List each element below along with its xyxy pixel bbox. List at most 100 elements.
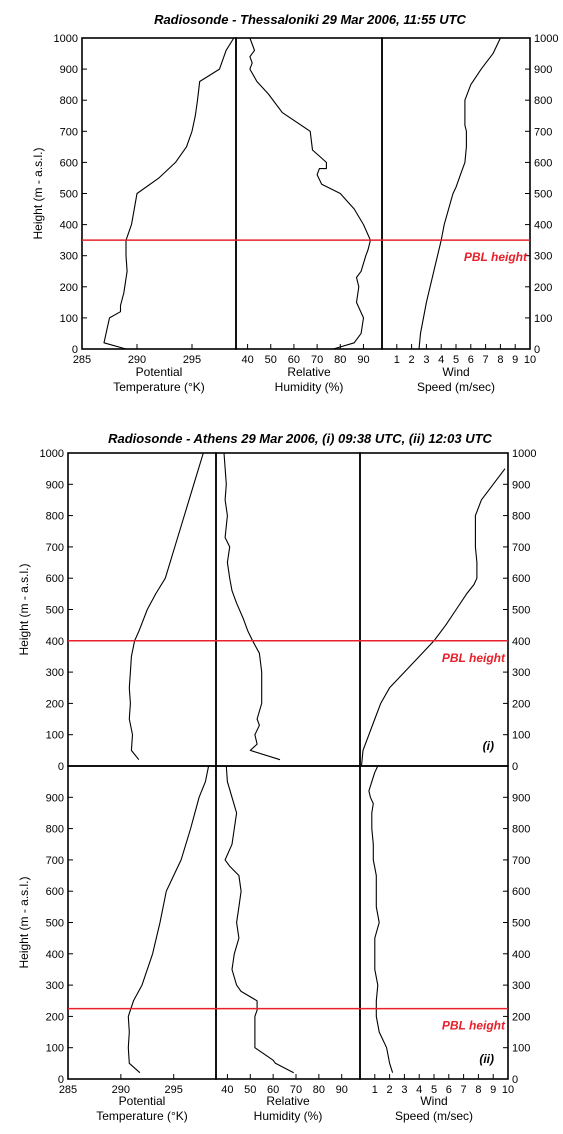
y-tick-label-right: 300 <box>512 667 530 679</box>
y-tick-label-right: 800 <box>512 824 530 836</box>
x-tick-label: 3 <box>401 1084 407 1096</box>
x-axis-label: Humidity (%) <box>275 380 344 394</box>
pbl-height-label: PBL height <box>464 250 528 264</box>
x-tick-label: 6 <box>446 1084 452 1096</box>
y-tick-label-left: 300 <box>46 667 64 679</box>
y-tick-label-right: 900 <box>534 64 552 76</box>
y-tick-label-right: 600 <box>534 157 552 169</box>
x-tick-label: 1 <box>372 1084 378 1096</box>
wind-profile-line <box>360 468 506 767</box>
y-axis-label: Height (m - a.s.l.) <box>17 876 31 968</box>
humidity-panel <box>215 452 361 767</box>
x-tick-label: 50 <box>265 354 277 366</box>
y-tick-label-left: 0 <box>58 761 64 773</box>
x-tick-label: 2 <box>387 1084 393 1096</box>
x-tick-label: 80 <box>334 354 346 366</box>
athens-chart-i: 0 0 100 100 200 200 300 300 400 400 500 500 600 600 70… <box>17 448 536 773</box>
humidity-frame <box>235 37 383 350</box>
pbl-height-label: PBL height <box>442 1019 506 1033</box>
y-tick-label-left: 300 <box>60 251 78 263</box>
y-tick-label-right: 0 <box>512 761 518 773</box>
y-tick-label-right: 500 <box>512 918 530 930</box>
x-tick-label: 2 <box>409 354 415 366</box>
x-tick-label: 295 <box>183 354 201 366</box>
y-tick-label-right: 0 <box>512 1074 518 1086</box>
y-tick-label-right: 1000 <box>534 33 558 45</box>
y-tick-label-right: 100 <box>512 730 530 742</box>
x-tick-label: 295 <box>165 1084 183 1096</box>
x-axis-label: Wind <box>442 365 469 379</box>
y-tick-label-left: 400 <box>46 949 64 961</box>
x-tick-label: 40 <box>221 1084 233 1096</box>
y-tick-label-right: 1000 <box>512 448 536 460</box>
y-tick-label-right: 0 <box>534 344 540 356</box>
x-axis-label: Humidity (%) <box>254 1109 323 1123</box>
x-axis-label: Relative <box>266 1094 310 1108</box>
y-tick-label-left: 0 <box>58 1074 64 1086</box>
y-tick-label-left: 400 <box>46 636 64 648</box>
y-tick-label-left: 100 <box>46 1043 64 1055</box>
temperature-profile-line <box>128 452 204 761</box>
athens-chart-title: Radiosonde - Athens 29 Mar 2006, (i) 09:… <box>108 431 492 446</box>
x-tick-label: 80 <box>313 1084 325 1096</box>
y-tick-label-left: 300 <box>46 980 64 992</box>
x-tick-label: 4 <box>438 354 444 366</box>
x-tick-label: 90 <box>336 1084 348 1096</box>
x-tick-label: 5 <box>453 354 459 366</box>
y-tick-label-right: 900 <box>512 792 530 804</box>
x-tick-label: 290 <box>128 354 146 366</box>
humidity-profile-line <box>223 452 281 761</box>
x-tick-label: 90 <box>357 354 369 366</box>
y-tick-label-left: 200 <box>46 698 64 710</box>
x-axis-label: Wind <box>420 1094 447 1108</box>
y-tick-label-right: 200 <box>534 282 552 294</box>
y-tick-label-right: 600 <box>512 573 530 585</box>
wind-frame <box>381 37 531 350</box>
y-tick-label-right: 900 <box>512 479 530 491</box>
x-tick-label: 10 <box>524 354 536 366</box>
humidity-frame <box>215 452 361 767</box>
x-tick-label: 70 <box>290 1084 302 1096</box>
y-tick-label-left: 500 <box>46 918 64 930</box>
x-tick-label: 6 <box>468 354 474 366</box>
y-tick-label-left: 900 <box>60 64 78 76</box>
thessaloniki-chart-title: Radiosonde - Thessaloniki 29 Mar 2006, 1… <box>154 12 466 27</box>
x-tick-label: 70 <box>311 354 323 366</box>
y-tick-label-left: 400 <box>60 220 78 232</box>
x-tick-label: 285 <box>73 354 91 366</box>
wind-profile-line <box>368 765 394 1073</box>
temperature-frame <box>67 452 217 767</box>
y-tick-label-right: 200 <box>512 1011 530 1023</box>
temperature-profile-line <box>127 765 210 1074</box>
x-tick-label: 9 <box>490 1084 496 1096</box>
y-tick-label-right: 200 <box>512 698 530 710</box>
profile-marker: (i) <box>483 739 494 753</box>
y-tick-label-left: 1000 <box>40 448 64 460</box>
y-tick-label-right: 700 <box>534 126 552 138</box>
y-tick-label-left: 1000 <box>54 33 78 45</box>
x-tick-label: 3 <box>423 354 429 366</box>
temperature-frame <box>67 765 217 1080</box>
x-axis-label: Potential <box>136 365 183 379</box>
y-tick-label-right: 800 <box>512 511 530 523</box>
x-tick-label: 50 <box>244 1084 256 1096</box>
x-tick-label: 285 <box>59 1084 77 1096</box>
y-tick-label-right: 500 <box>534 189 552 201</box>
temperature-frame <box>81 37 237 350</box>
y-tick-label-left: 800 <box>60 95 78 107</box>
y-tick-label-left: 700 <box>46 855 64 867</box>
wind-panel <box>359 452 509 767</box>
y-tick-label-left: 100 <box>60 313 78 325</box>
x-tick-label: 8 <box>497 354 503 366</box>
y-tick-label-right: 100 <box>512 1043 530 1055</box>
y-tick-label-left: 700 <box>46 542 64 554</box>
y-tick-label-right: 700 <box>512 542 530 554</box>
y-tick-label-right: 400 <box>512 949 530 961</box>
x-tick-label: 10 <box>502 1084 514 1096</box>
y-tick-label-left: 200 <box>46 1011 64 1023</box>
